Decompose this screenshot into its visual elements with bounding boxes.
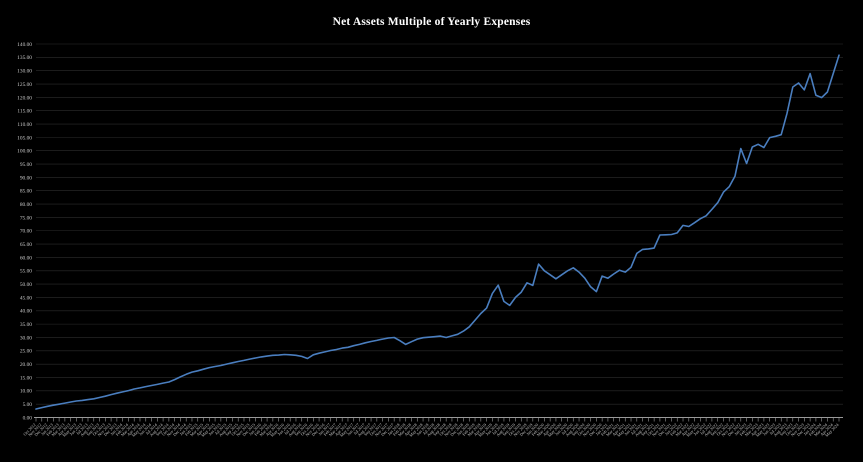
y-axis-tick-label: 130.00	[17, 69, 32, 75]
y-axis-tick-label: 95.00	[20, 162, 32, 168]
y-axis-tick-label: 105.00	[17, 135, 32, 141]
y-axis-tick-label: 65.00	[20, 242, 32, 248]
y-axis-tick-label: 80.00	[20, 202, 32, 208]
y-axis-tick-label: 10.00	[20, 389, 32, 395]
y-axis-tick-label: 0.00	[23, 415, 33, 421]
chart-title: Net Assets Multiple of Yearly Expenses	[332, 16, 531, 28]
y-axis-tick-label: 85.00	[20, 189, 32, 195]
y-axis-tick-label: 135.00	[17, 55, 32, 61]
y-axis-tick-label: 60.00	[20, 255, 32, 261]
y-axis-tick-label: 115.00	[17, 109, 32, 115]
y-axis-tick-label: 140.00	[17, 42, 32, 48]
y-axis-tick-label: 35.00	[20, 322, 32, 328]
y-axis-tick-label: 45.00	[20, 295, 32, 301]
y-axis-tick-label: 90.00	[20, 175, 32, 181]
y-axis-tick-label: 5.00	[23, 402, 33, 408]
y-axis-tick-label: 75.00	[20, 215, 32, 221]
data-series-line	[35, 54, 840, 410]
y-axis-tick-label: 120.00	[17, 95, 32, 101]
y-axis-tick-label: 20.00	[20, 362, 32, 368]
y-axis-tick-label: 30.00	[20, 335, 32, 341]
y-axis-tick-label: 25.00	[20, 349, 32, 355]
y-axis-tick-label: 125.00	[17, 82, 32, 88]
y-axis-tick-label: 50.00	[20, 282, 32, 288]
y-axis-tick-label: 70.00	[20, 229, 32, 235]
y-axis-tick-label: 100.00	[17, 149, 32, 155]
y-axis-tick-label: 40.00	[20, 309, 32, 315]
y-axis-tick-label: 15.00	[20, 375, 32, 381]
y-axis-tick-label: 55.00	[20, 269, 32, 275]
y-axis-tick-label: 110.00	[17, 122, 32, 128]
